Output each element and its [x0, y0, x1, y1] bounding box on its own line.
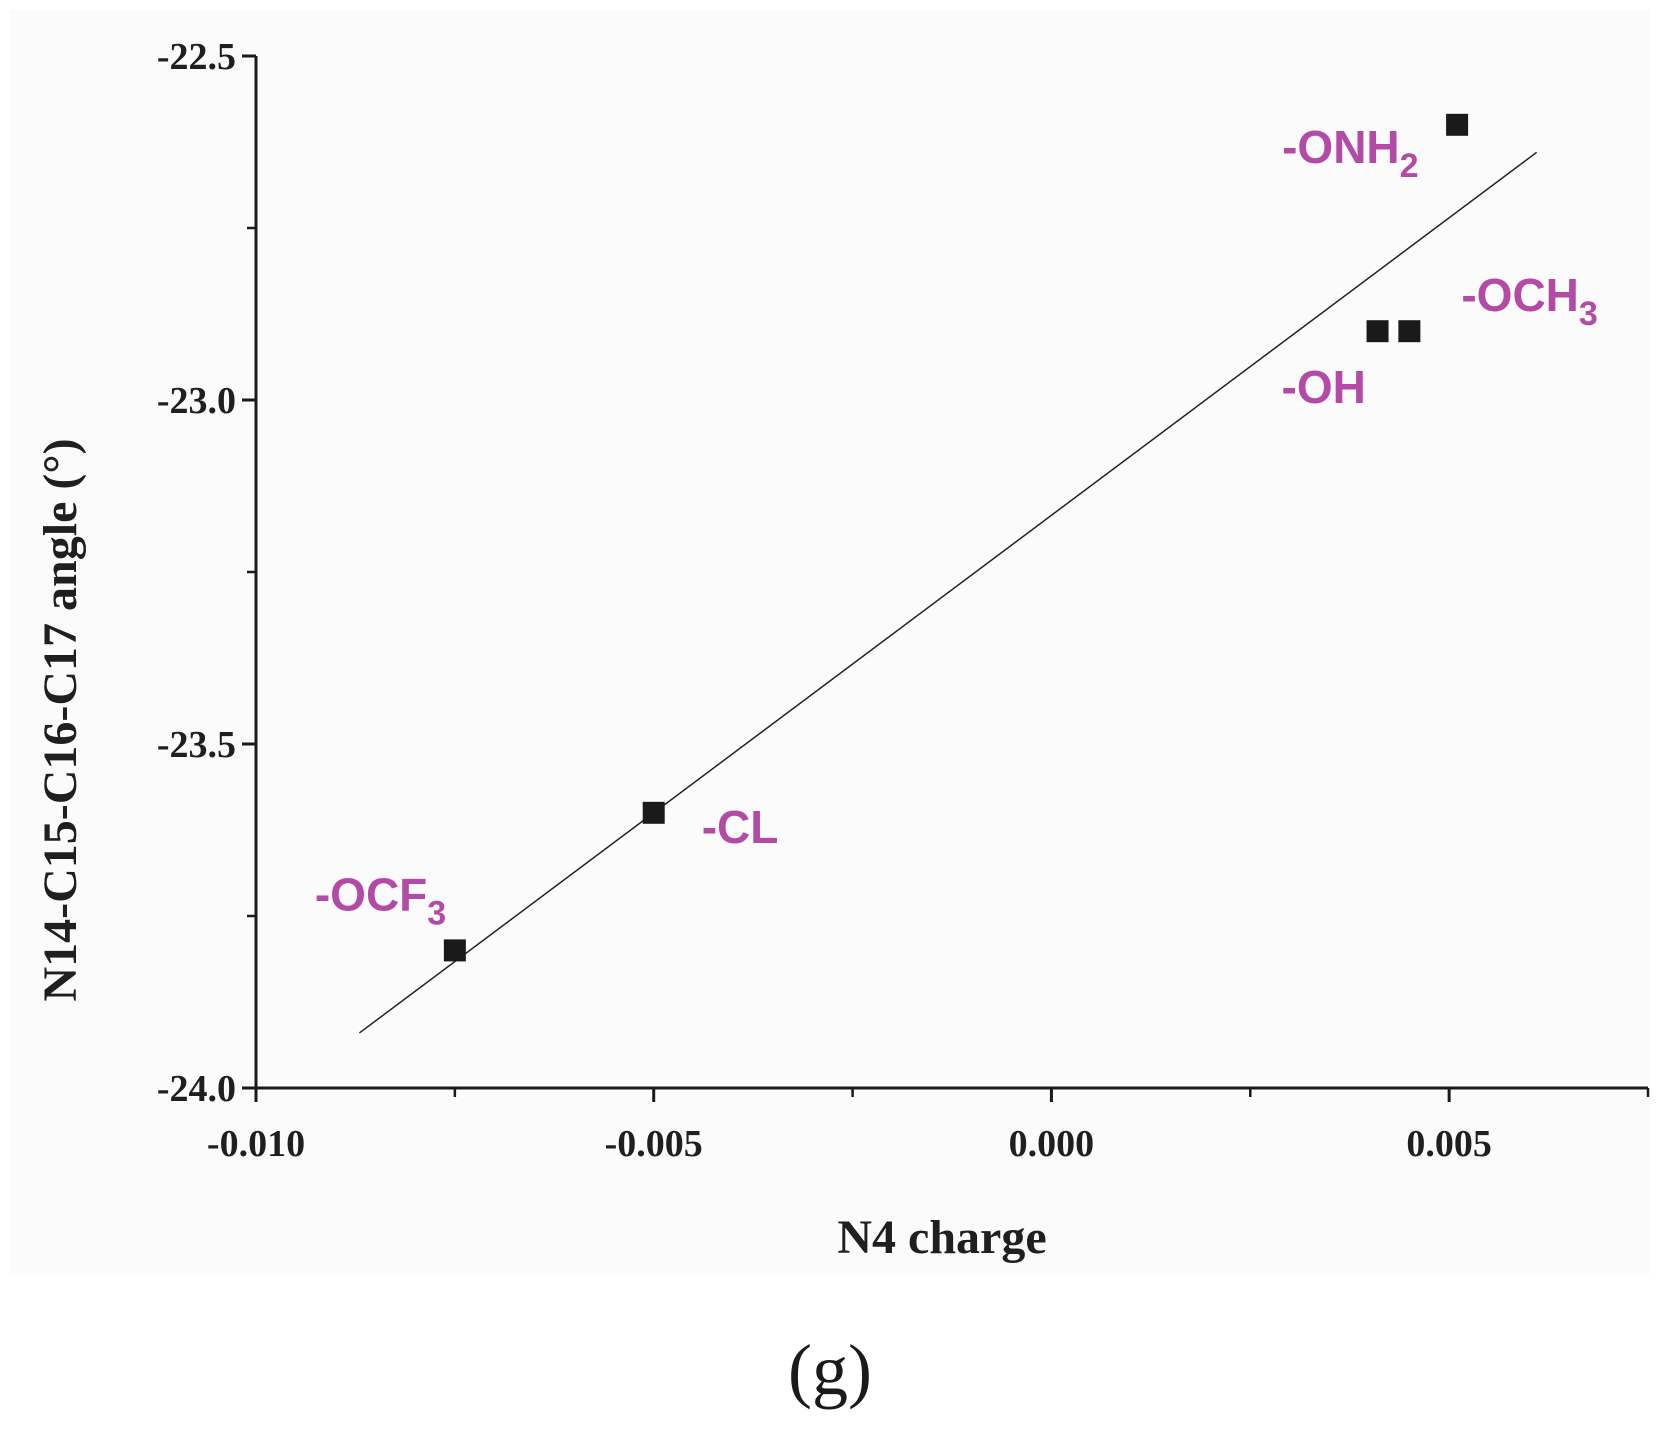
fit-line [358, 151, 1538, 1034]
y-tick-label: -24.0 [157, 1068, 236, 1110]
point-label: -ONH2 [1282, 121, 1418, 185]
y-axis-title: N14-C15-C16-C17 angle (°) [34, 438, 87, 1001]
panel-label: (g) [788, 1330, 872, 1410]
point-label: -CL [702, 801, 779, 853]
fit-line-group [358, 151, 1538, 1034]
x-tick-label: 0.005 [1406, 1123, 1492, 1165]
point-label: -OCF3 [315, 868, 446, 932]
x-tick-label: -0.010 [207, 1123, 305, 1165]
y-tick-label: -23.5 [157, 724, 236, 766]
data-point [443, 939, 466, 962]
data-point [1398, 320, 1421, 343]
plot-background [10, 10, 1650, 1275]
point-label: -OH [1282, 361, 1366, 413]
data-point [1366, 320, 1389, 343]
x-tick-label: -0.005 [605, 1123, 703, 1165]
x-tick-label: 0.000 [1009, 1123, 1095, 1165]
point-labels: -OCF3 -CL -OH -OCH3 -ONH2 [315, 121, 1598, 933]
data-point [642, 801, 665, 824]
data-point [1446, 113, 1469, 136]
y-tick-label: -22.5 [157, 36, 236, 78]
point-label: -OCH3 [1461, 269, 1597, 333]
y-tick-label: -23.0 [157, 380, 236, 422]
axes: -0.010 -0.005 0.000 0.005 -24.0 -23.5 -23.0 -22… [157, 36, 1650, 1165]
x-axis-title: N4 charge [837, 1211, 1046, 1264]
data-points [443, 113, 1469, 962]
